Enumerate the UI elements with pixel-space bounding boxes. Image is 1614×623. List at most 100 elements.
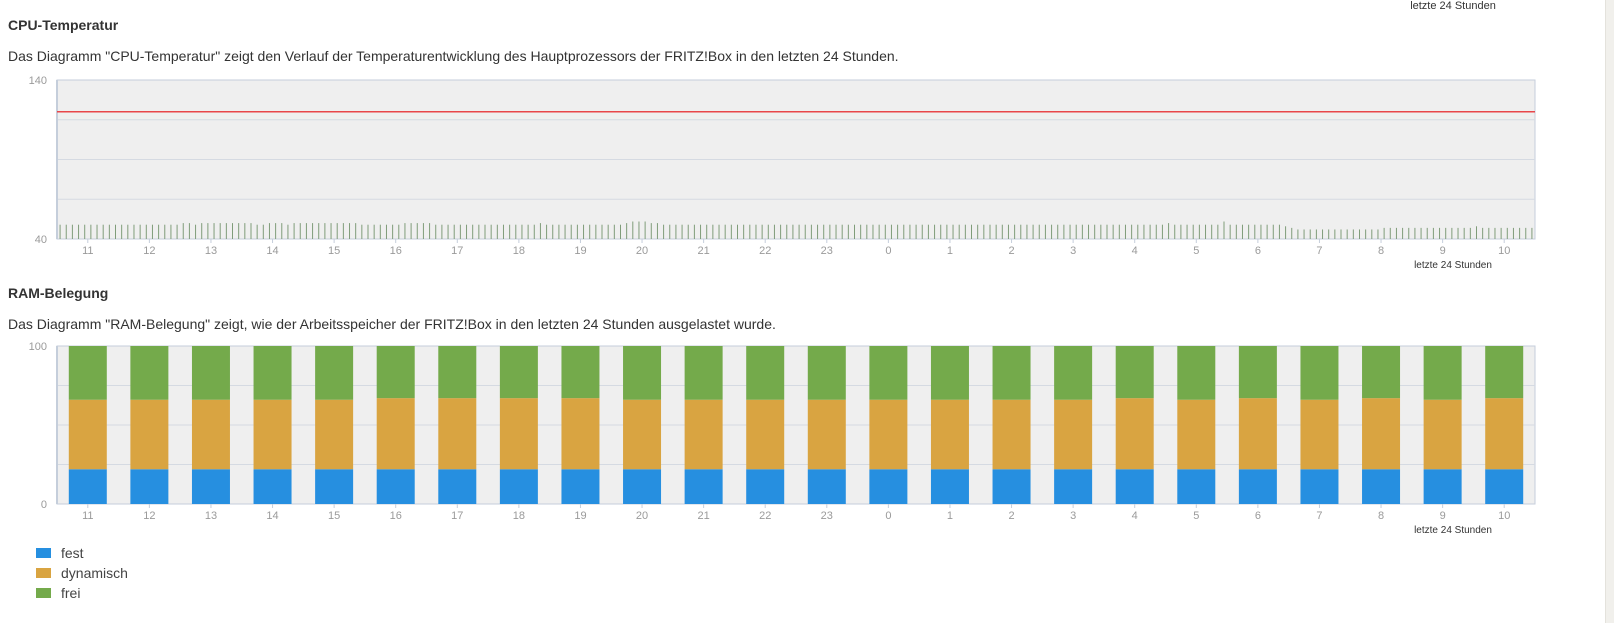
ram-bar-dynamisch xyxy=(869,399,908,470)
legend-swatch xyxy=(36,588,51,598)
ram-bar-dynamisch xyxy=(191,399,230,470)
ram-bar-frei xyxy=(1423,346,1462,400)
ram-bar-frei xyxy=(191,346,230,400)
ram-bar-fest xyxy=(376,469,415,504)
ram-bar-frei xyxy=(869,346,908,400)
ram-bar-fest xyxy=(1177,469,1216,504)
ram-bar-dynamisch xyxy=(1362,398,1401,470)
ram-bar-frei xyxy=(746,346,785,400)
ram-bar-dynamisch xyxy=(930,399,969,470)
x-tick-label: 2 xyxy=(1008,510,1014,522)
x-tick-label: 8 xyxy=(1378,245,1384,257)
ram-bar-frei xyxy=(684,346,723,400)
legend-item-fest: fest xyxy=(36,545,84,561)
x-tick-label: 3 xyxy=(1070,510,1076,522)
ram-bar-frei xyxy=(561,346,600,399)
ram-bar-fest xyxy=(130,469,169,504)
x-tick-label: 22 xyxy=(759,510,771,522)
x-tick-label: 0 xyxy=(885,245,891,257)
ram-bar-dynamisch xyxy=(499,398,538,470)
x-tick-label: 14 xyxy=(266,510,278,522)
ram-description: Das Diagramm "RAM-Belegung" zeigt, wie d… xyxy=(8,316,776,332)
ram-bar-frei xyxy=(68,346,107,400)
y-tick-label: 0 xyxy=(41,499,47,511)
x-tick-label: 18 xyxy=(513,245,525,257)
x-tick-label: 6 xyxy=(1255,510,1261,522)
ram-bar-fest xyxy=(992,469,1031,504)
ram-bar-dynamisch xyxy=(1300,399,1339,470)
x-tick-label: 2 xyxy=(1008,245,1014,257)
x-tick-label: 12 xyxy=(143,510,155,522)
ram-bar-frei xyxy=(253,346,292,400)
ram-bar-frei xyxy=(315,346,354,400)
ram-bar-fest xyxy=(623,469,662,504)
cpu-description: Das Diagramm "CPU-Temperatur" zeigt den … xyxy=(8,48,899,64)
ram-bar-fest xyxy=(746,469,785,504)
y-tick-label: 40 xyxy=(35,234,47,246)
x-tick-label: 15 xyxy=(328,510,340,522)
x-tick-label: 4 xyxy=(1132,510,1138,522)
x-tick-label: 6 xyxy=(1255,245,1261,257)
x-tick-label: 1 xyxy=(947,245,953,257)
cpu-section-title: CPU-Temperatur xyxy=(8,17,119,33)
ram-bar-frei xyxy=(1177,346,1216,400)
ram-bar-frei xyxy=(992,346,1031,400)
x-tick-label: 8 xyxy=(1378,510,1384,522)
ram-bar-fest xyxy=(1238,469,1277,504)
ram-bar-fest xyxy=(1115,469,1154,504)
x-tick-label: 11 xyxy=(82,510,93,522)
x-tick-label: 21 xyxy=(698,245,710,257)
ram-bar-fest xyxy=(930,469,969,504)
ram-bar-frei xyxy=(1054,346,1093,400)
ram-bar-dynamisch xyxy=(746,399,785,470)
x-tick-label: 9 xyxy=(1440,245,1446,257)
x-tick-label: 11 xyxy=(82,245,93,257)
ram-bar-dynamisch xyxy=(1238,398,1277,470)
x-tick-label: 19 xyxy=(574,510,586,522)
x-tick-label: 16 xyxy=(390,510,402,522)
ram-bar-fest xyxy=(315,469,354,504)
ram-bar-dynamisch xyxy=(68,399,107,470)
x-tick-label: 13 xyxy=(205,510,217,522)
ram-bar-dynamisch xyxy=(684,399,723,470)
legend-item-dynamisch: dynamisch xyxy=(36,565,128,581)
page-scrollbar[interactable] xyxy=(1605,0,1614,623)
x-tick-label: 23 xyxy=(821,510,833,522)
ram-bar-fest xyxy=(68,469,107,504)
x-tick-label: 7 xyxy=(1316,510,1322,522)
ram-bar-fest xyxy=(253,469,292,504)
x-tick-label: 10 xyxy=(1498,245,1510,257)
ram-bar-frei xyxy=(930,346,969,400)
ram-bar-dynamisch xyxy=(438,398,477,470)
ram-bar-frei xyxy=(1115,346,1154,399)
legend-swatch xyxy=(36,548,51,558)
x-tick-label: 10 xyxy=(1498,510,1510,522)
x-axis-label: letzte 24 Stunden xyxy=(1414,260,1492,271)
ram-bar-frei xyxy=(438,346,477,399)
ram-bar-fest xyxy=(1423,469,1462,504)
ram-bar-fest xyxy=(438,469,477,504)
ram-bar-dynamisch xyxy=(130,399,169,470)
legend-item-frei: frei xyxy=(36,585,80,601)
x-tick-label: 18 xyxy=(513,510,525,522)
ram-bar-frei xyxy=(1300,346,1339,400)
x-tick-label: 16 xyxy=(390,245,402,257)
x-tick-label: 0 xyxy=(885,510,891,522)
legend-label: fest xyxy=(61,545,84,561)
x-tick-label: 23 xyxy=(821,245,833,257)
y-tick-label: 140 xyxy=(29,75,47,87)
ram-bar-dynamisch xyxy=(1054,399,1093,470)
ram-bar-dynamisch xyxy=(623,399,662,470)
legend-label: dynamisch xyxy=(61,565,128,581)
ram-bar-fest xyxy=(1300,469,1339,504)
ram-bar-frei xyxy=(807,346,846,400)
ram-bar-fest xyxy=(1362,469,1401,504)
ram-bar-dynamisch xyxy=(1485,398,1524,470)
x-tick-label: 12 xyxy=(143,245,155,257)
legend-label: frei xyxy=(61,585,81,601)
ram-bar-frei xyxy=(130,346,169,400)
ram-bar-dynamisch xyxy=(253,399,292,470)
x-tick-label: 5 xyxy=(1193,245,1199,257)
